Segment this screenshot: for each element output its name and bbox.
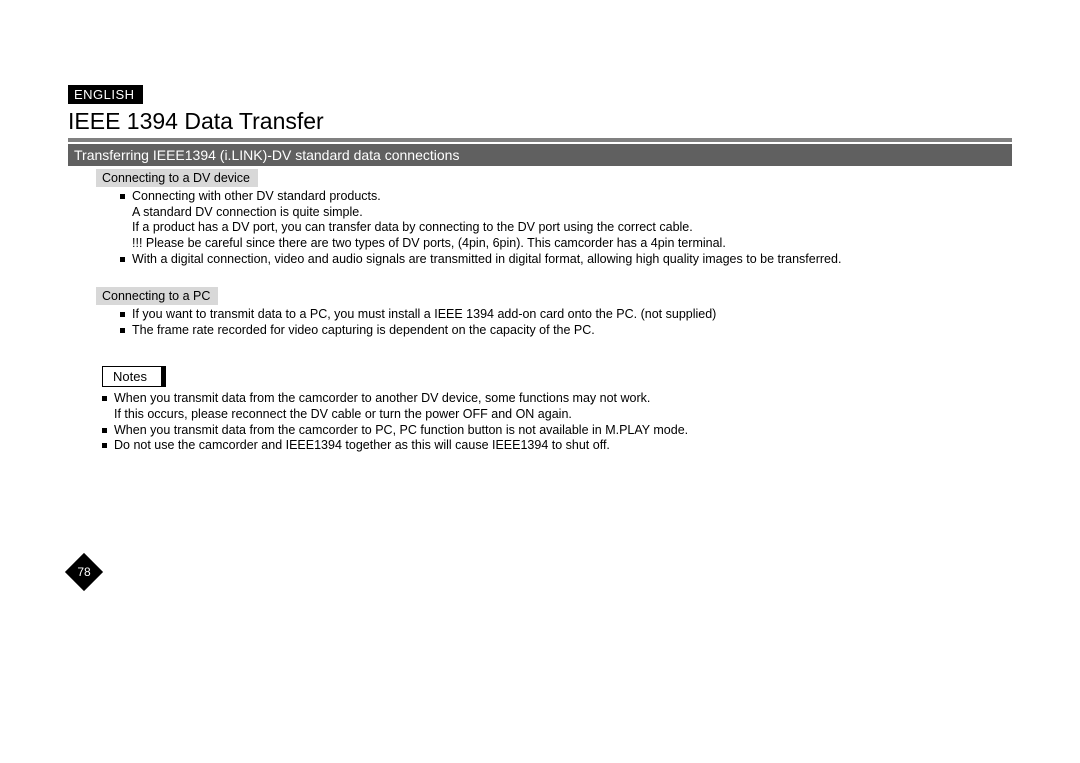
page-number: 78 (66, 554, 102, 590)
title-block: IEEE 1394 Data Transfer (68, 108, 1012, 142)
pc-line: The frame rate recorded for video captur… (120, 323, 1012, 339)
notes-item: When you transmit data from the camcorde… (102, 423, 1012, 439)
dv-line: If a product has a DV port, you can tran… (120, 220, 1012, 236)
manual-page: ENGLISH IEEE 1394 Data Transfer Transfer… (68, 85, 1012, 454)
notes-body: When you transmit data from the camcorde… (102, 391, 1012, 454)
notes-item: When you transmit data from the camcorde… (102, 391, 1012, 422)
pc-line: If you want to transmit data to a PC, yo… (120, 307, 1012, 323)
notes-item: Do not use the camcorder and IEEE1394 to… (102, 438, 1012, 454)
page-title: IEEE 1394 Data Transfer (68, 108, 1012, 137)
dv-line: A standard DV connection is quite simple… (120, 205, 1012, 221)
page-number-badge: 78 (66, 554, 102, 590)
subheading-dv: Connecting to a DV device (96, 169, 258, 187)
dv-body: Connecting with other DV standard produc… (120, 189, 1012, 267)
dv-line: With a digital connection, video and aud… (120, 252, 1012, 268)
language-badge: ENGLISH (68, 85, 143, 104)
title-rule (68, 138, 1012, 142)
notes-label: Notes (113, 369, 147, 384)
section-heading: Transferring IEEE1394 (i.LINK)-DV standa… (68, 144, 1012, 166)
notes-label-box: Notes (102, 366, 166, 387)
subheading-pc: Connecting to a PC (96, 287, 218, 305)
dv-warning: !!! Please be careful since there are tw… (120, 236, 1012, 252)
pc-body: If you want to transmit data to a PC, yo… (120, 307, 1012, 338)
dv-line: Connecting with other DV standard produc… (120, 189, 1012, 205)
